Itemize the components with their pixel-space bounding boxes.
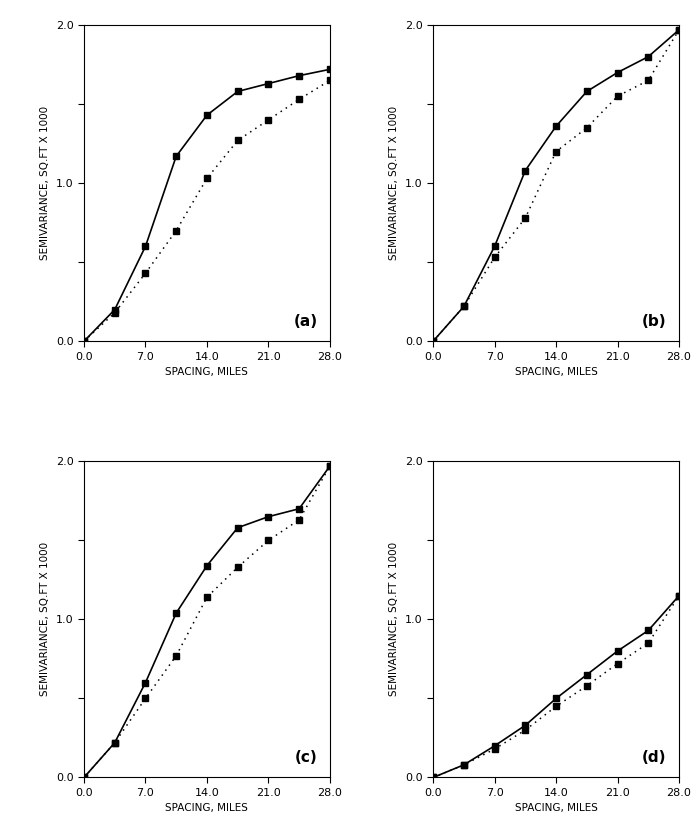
X-axis label: SPACING, MILES: SPACING, MILES bbox=[165, 803, 248, 813]
Y-axis label: SEMIVARIANCE, SQ.FT X 1000: SEMIVARIANCE, SQ.FT X 1000 bbox=[389, 106, 400, 260]
Text: (a): (a) bbox=[293, 314, 318, 329]
X-axis label: SPACING, MILES: SPACING, MILES bbox=[165, 367, 248, 377]
Text: (c): (c) bbox=[295, 750, 318, 765]
X-axis label: SPACING, MILES: SPACING, MILES bbox=[514, 367, 598, 377]
Text: (d): (d) bbox=[642, 750, 666, 765]
Y-axis label: SEMIVARIANCE, SQ.FT X 1000: SEMIVARIANCE, SQ.FT X 1000 bbox=[41, 106, 50, 260]
Text: (b): (b) bbox=[642, 314, 666, 329]
Y-axis label: SEMIVARIANCE, SQ.FT X 1000: SEMIVARIANCE, SQ.FT X 1000 bbox=[389, 543, 400, 696]
X-axis label: SPACING, MILES: SPACING, MILES bbox=[514, 803, 598, 813]
Y-axis label: SEMIVARIANCE, SQ.FT X 1000: SEMIVARIANCE, SQ.FT X 1000 bbox=[41, 543, 50, 696]
